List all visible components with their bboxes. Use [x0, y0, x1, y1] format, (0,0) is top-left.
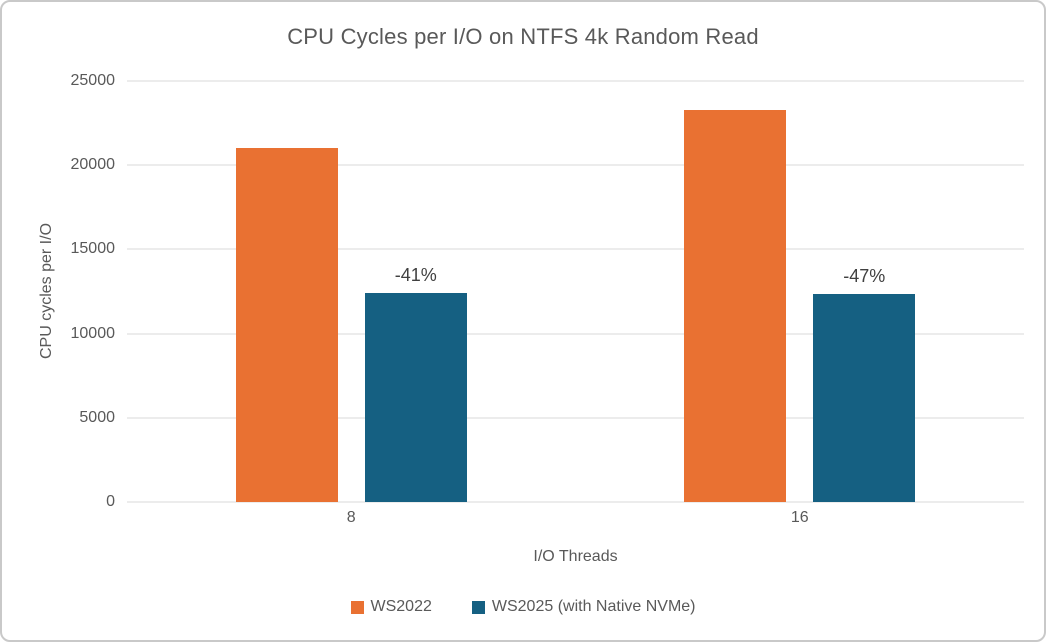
legend: WS2022 WS2025 (with Native NVMe): [2, 598, 1044, 616]
data-label-ws2025-16-threads: -47%: [843, 266, 886, 287]
y-tick-label-0: 0: [106, 493, 115, 510]
x-tick-label-8: 8: [346, 509, 356, 526]
bar-ws2025-16-threads: -47%: [813, 266, 916, 502]
y-axis-tick-labels: 0 5000 10000 15000 20000 25000: [2, 72, 116, 510]
y-axis-title: CPU cycles per I/O: [38, 222, 55, 360]
x-axis-tick-labels: 8 16: [127, 509, 1024, 527]
legend-label-ws2022: WS2022: [370, 598, 432, 615]
gridline-5000: [127, 417, 1024, 419]
gridline-20000: [127, 164, 1024, 166]
gridline-10000: [127, 333, 1024, 335]
legend-label-ws2025: WS2025 (with Native NVMe): [491, 598, 696, 615]
legend-swatch-ws2022: [350, 600, 364, 614]
bar-ws2022-16-threads: [684, 109, 787, 502]
gridline-0: [127, 501, 1024, 503]
plot-area: -41% -47%: [127, 80, 1024, 503]
bar-group-8-threads: -41%: [127, 81, 576, 502]
legend-item-ws2025: WS2025 (with Native NVMe): [471, 598, 696, 616]
y-tick-label-25000: 25000: [70, 72, 116, 89]
bar-ws2025-8-threads: -41%: [364, 265, 467, 502]
x-axis-title: I/O Threads: [533, 548, 618, 565]
data-label-ws2025-8-threads: -41%: [394, 265, 437, 286]
y-tick-label-20000: 20000: [70, 156, 116, 174]
gridline-15000: [127, 248, 1024, 250]
gridline-25000: [127, 80, 1024, 82]
x-tick-label-16: 16: [790, 509, 809, 526]
y-tick-label-15000: 15000: [70, 240, 116, 258]
bar-groups: -41% -47%: [127, 81, 1024, 502]
y-tick-label-10000: 10000: [70, 324, 116, 342]
legend-item-ws2022: WS2022: [350, 598, 432, 616]
gridlines: [127, 80, 1024, 503]
y-tick-label-5000: 5000: [79, 408, 115, 426]
bar-ws2022-8-threads: [235, 148, 338, 502]
legend-swatch-ws2025: [471, 600, 485, 614]
bar-group-16-threads: -47%: [576, 81, 1025, 502]
chart-title: CPU Cycles per I/O on NTFS 4k Random Rea…: [287, 24, 759, 49]
